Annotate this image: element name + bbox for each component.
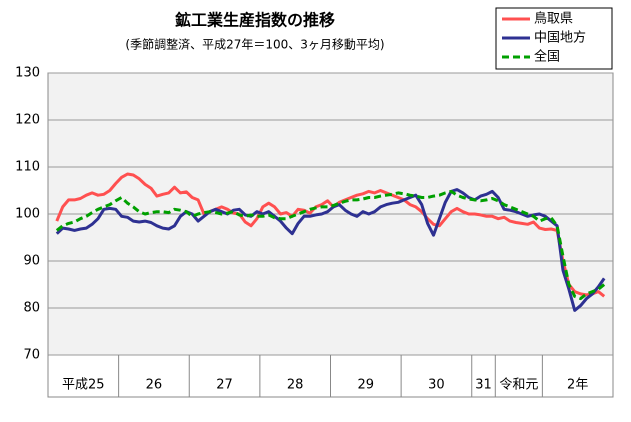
series-line xyxy=(55,172,606,298)
x-tick-label: 2年 xyxy=(567,378,588,393)
legend-label: 全国 xyxy=(534,49,560,65)
y-tick-label: 110 xyxy=(15,160,40,175)
chart-subtitle: (季節調整済、平成27年＝100、3ヶ月移動平均) xyxy=(125,37,384,52)
y-tick-label: 70 xyxy=(23,348,40,363)
legend-label: 鳥取県 xyxy=(534,12,573,27)
y-tick-label: 100 xyxy=(15,207,40,222)
y-tick-label: 90 xyxy=(23,254,40,269)
x-tick-label: 平成25 xyxy=(62,378,105,393)
legend-label: 中国地方 xyxy=(534,30,586,46)
y-tick-label: 80 xyxy=(23,301,40,316)
y-tick-label: 120 xyxy=(15,113,40,128)
y-tick-label: 130 xyxy=(15,66,40,81)
series-line xyxy=(55,188,606,312)
x-tick-label: 令和元 xyxy=(499,378,538,393)
x-tick-label: 26 xyxy=(146,378,163,393)
x-tick-label: 31 xyxy=(475,378,492,393)
x-tick-label: 28 xyxy=(287,378,304,393)
x-tick-label: 27 xyxy=(216,378,233,393)
chart-title: 鉱工業生産指数の推移 xyxy=(175,11,335,30)
x-tick-label: 29 xyxy=(358,378,375,393)
x-tick-label: 30 xyxy=(428,378,445,393)
series-line xyxy=(55,189,606,301)
